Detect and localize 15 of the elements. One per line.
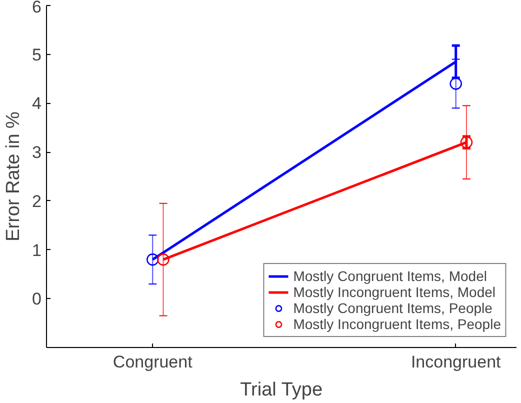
y-tick-label: 4 xyxy=(32,94,42,114)
x-tick-label: Incongruent xyxy=(410,352,502,372)
y-tick-label: 6 xyxy=(32,0,42,16)
legend-label: Mostly Congruent Items, People xyxy=(293,300,492,316)
x-tick-label: Congruent xyxy=(112,352,193,372)
y-tick-label: 3 xyxy=(32,143,42,162)
y-axis-title: Error Rate in % xyxy=(3,111,24,242)
y-tick-label: 5 xyxy=(32,45,42,64)
y-tick-label: 0 xyxy=(32,290,42,309)
legend-label: Mostly Incongruent Items, Model xyxy=(293,284,496,300)
legend-label: Mostly Congruent Items, Model xyxy=(293,268,487,284)
x-axis-title: Trial Type xyxy=(240,380,323,400)
legend-label: Mostly Incongruent Items, People xyxy=(293,316,501,332)
y-tick-label: 2 xyxy=(32,192,42,211)
y-tick-label: 1 xyxy=(32,240,42,260)
